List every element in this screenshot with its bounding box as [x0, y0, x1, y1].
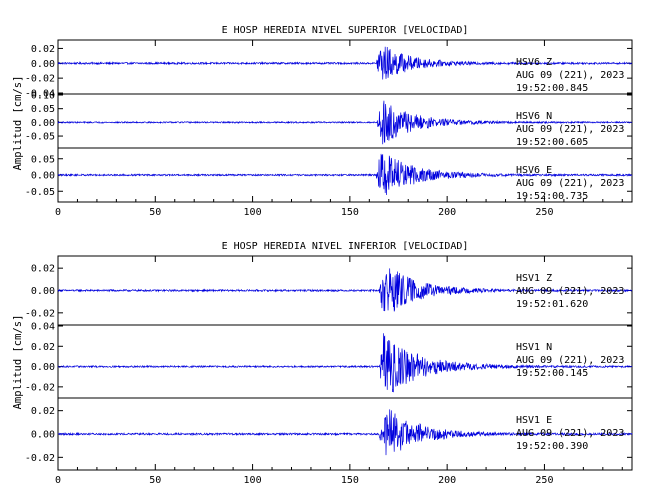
y-tick-label: -0.05	[25, 132, 55, 143]
trace-date-label: AUG 09 (221), 2023	[516, 286, 624, 297]
top-chart-title: E HOSP HEREDIA NIVEL SUPERIOR [VELOCIDAD…	[222, 25, 469, 36]
x-tick-label: 150	[341, 475, 359, 486]
y-tick-label: 0.04	[31, 322, 55, 333]
y-tick-label: 0.00	[31, 171, 55, 182]
y-tick-label: 0.00	[31, 430, 55, 441]
trace-date-label: AUG 09 (221), 2023	[516, 428, 624, 439]
y-tick-label: -0.05	[25, 187, 55, 198]
waveform-line	[57, 46, 633, 80]
y-tick-label: -0.02	[25, 74, 55, 85]
trace-time-label: 19:52:00.605	[516, 137, 588, 148]
trace-date-label: AUG 09 (221), 2023	[516, 178, 624, 189]
trace-panel-hsv1-n: 0.04 0.02 0.00 -0.02 HSV1 N AUG 09 (221), 202…	[25, 322, 633, 399]
trace-panel-hsv1-e: 0.02 0.00 -0.02 HSV1 E AUG 09 (221), 2023 19:…	[25, 397, 633, 471]
y-tick-label: -0.04	[25, 89, 55, 100]
trace-panel-hsv1-z: 0.02 0.00 -0.02 HSV1 Z AUG 09 (221), 2023 19:…	[25, 255, 633, 326]
y-tick-label: 0.02	[31, 342, 55, 353]
waveform-line	[57, 268, 633, 312]
y-tick-label: -0.02	[25, 308, 55, 319]
waveform-line	[57, 409, 633, 456]
x-tick-label: 50	[149, 207, 161, 218]
trace-time-label: 19:52:01.620	[516, 299, 588, 310]
waveform-line	[57, 100, 633, 145]
y-tick-label: 0.00	[31, 59, 55, 70]
trace-panel-hsv6-z: 0.02 0.00 -0.02 -0.04 HSV6 Z AUG 09 (221), 20…	[25, 39, 633, 100]
x-tick-label: 50	[149, 475, 161, 486]
trace-date-label: AUG 09 (221), 2023	[516, 70, 624, 81]
x-tick-label: 100	[244, 475, 262, 486]
trace-station-label: HSV6 E	[516, 165, 552, 176]
y-tick-label: 0.05	[31, 104, 55, 115]
y-tick-label: 0.02	[31, 406, 55, 417]
x-tick-label: 250	[535, 475, 553, 486]
x-tick-label: 200	[438, 475, 456, 486]
y-tick-label: 0.00	[31, 286, 55, 297]
trace-panel-hsv6-e: 0.05 0.00 -0.05 HSV6 E AUG 09 (221), 2023 19:…	[25, 147, 633, 203]
y-tick-label: 0.00	[31, 362, 55, 373]
trace-station-label: HSV1 N	[516, 342, 552, 353]
trace-time-label: 19:52:00.845	[516, 83, 588, 94]
trace-date-label: AUG 09 (221), 2023	[516, 355, 624, 366]
trace-station-label: HSV6 N	[516, 111, 552, 122]
trace-time-label: 19:52:00.735	[516, 191, 588, 202]
top-chart-ylabel: Amplitud [cm/s]	[12, 76, 24, 171]
trace-date-label: AUG 09 (221), 2023	[516, 124, 624, 135]
waveform-line	[57, 333, 633, 393]
waveform-line	[57, 153, 633, 195]
bottom-chart-title: E HOSP HEREDIA NIVEL INFERIOR [VELOCIDAD…	[222, 241, 469, 252]
trace-time-label: 19:52:00.145	[516, 368, 588, 379]
bottom-chart-ylabel: Amplitud [cm/s]	[12, 315, 24, 410]
y-tick-label: -0.02	[25, 453, 55, 464]
trace-time-label: 19:52:00.390	[516, 441, 588, 452]
top-chart-panels: 0.02 0.00 -0.02 -0.04 HSV6 Z AUG 09 (221), 20…	[25, 39, 633, 218]
y-tick-label: 0.00	[31, 118, 55, 129]
trace-station-label: HSV1 Z	[516, 273, 552, 284]
x-tick-label: 0	[55, 475, 61, 486]
x-tick-label: 100	[244, 207, 262, 218]
x-tick-label: 150	[341, 207, 359, 218]
x-tick-label: 200	[438, 207, 456, 218]
bottom-chart-panels: 0.02 0.00 -0.02 HSV1 Z AUG 09 (221), 2023 19:…	[25, 255, 633, 486]
y-tick-label: -0.02	[25, 382, 55, 393]
y-tick-label: 0.10	[31, 91, 55, 102]
x-tick-label: 250	[535, 207, 553, 218]
trace-panel-hsv6-n: 0.10 0.05 0.00 -0.05 HSV6 N AUG 09 (221), 202…	[25, 91, 633, 149]
x-tick-label: 0	[55, 207, 61, 218]
y-tick-label: 0.05	[31, 154, 55, 165]
trace-station-label: HSV1 E	[516, 415, 552, 426]
y-tick-label: 0.02	[31, 264, 55, 275]
y-tick-label: 0.02	[31, 44, 55, 55]
trace-station-label: HSV6 Z	[516, 57, 552, 68]
